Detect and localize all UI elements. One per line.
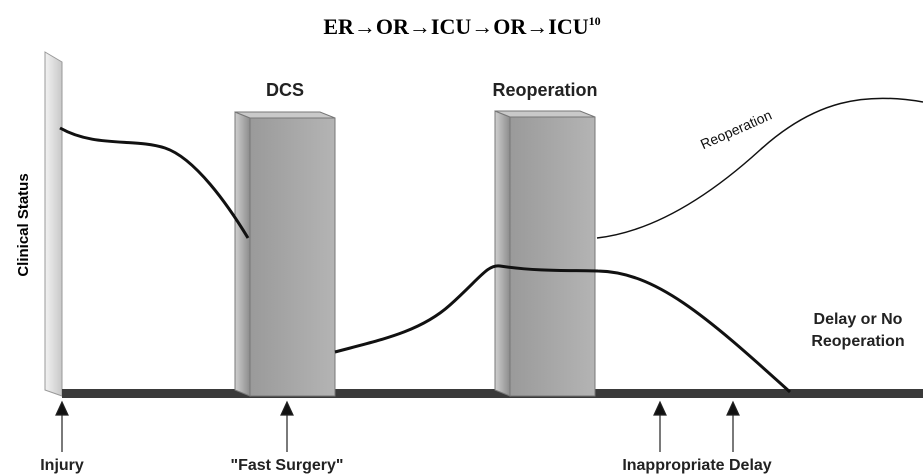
event-label: "Fast Surgery" — [231, 457, 344, 474]
curve-label: Reoperation — [811, 333, 904, 350]
status-curve — [59, 126, 250, 239]
block-front — [509, 116, 596, 397]
arrow-head — [55, 400, 69, 416]
arrow-head — [280, 400, 294, 416]
reoperation-curve — [596, 97, 923, 239]
arrow-head — [726, 400, 740, 416]
curve-label: Reoperation — [698, 107, 774, 153]
block-top — [494, 110, 596, 118]
block-label: Reoperation — [492, 80, 597, 100]
block-front — [249, 117, 336, 397]
event-label: Injury — [40, 457, 84, 474]
title: ER→OR→ICU→OR→ICU10 — [323, 14, 600, 39]
block-top — [234, 111, 336, 119]
status-curve — [334, 264, 792, 394]
block-label: DCS — [266, 80, 304, 100]
title-superscript: 10 — [589, 14, 601, 28]
axis-label: Clinical Status — [15, 173, 32, 276]
title-main: ER→OR→ICU→OR→ICU — [323, 14, 588, 39]
block-side — [234, 111, 251, 397]
curve-label: Delay or No — [814, 311, 903, 328]
baseline — [62, 389, 923, 398]
arrow-head — [653, 400, 667, 416]
block-side — [494, 110, 511, 397]
axis-pole — [44, 51, 63, 397]
event-label: Inappropriate Delay — [622, 457, 771, 474]
